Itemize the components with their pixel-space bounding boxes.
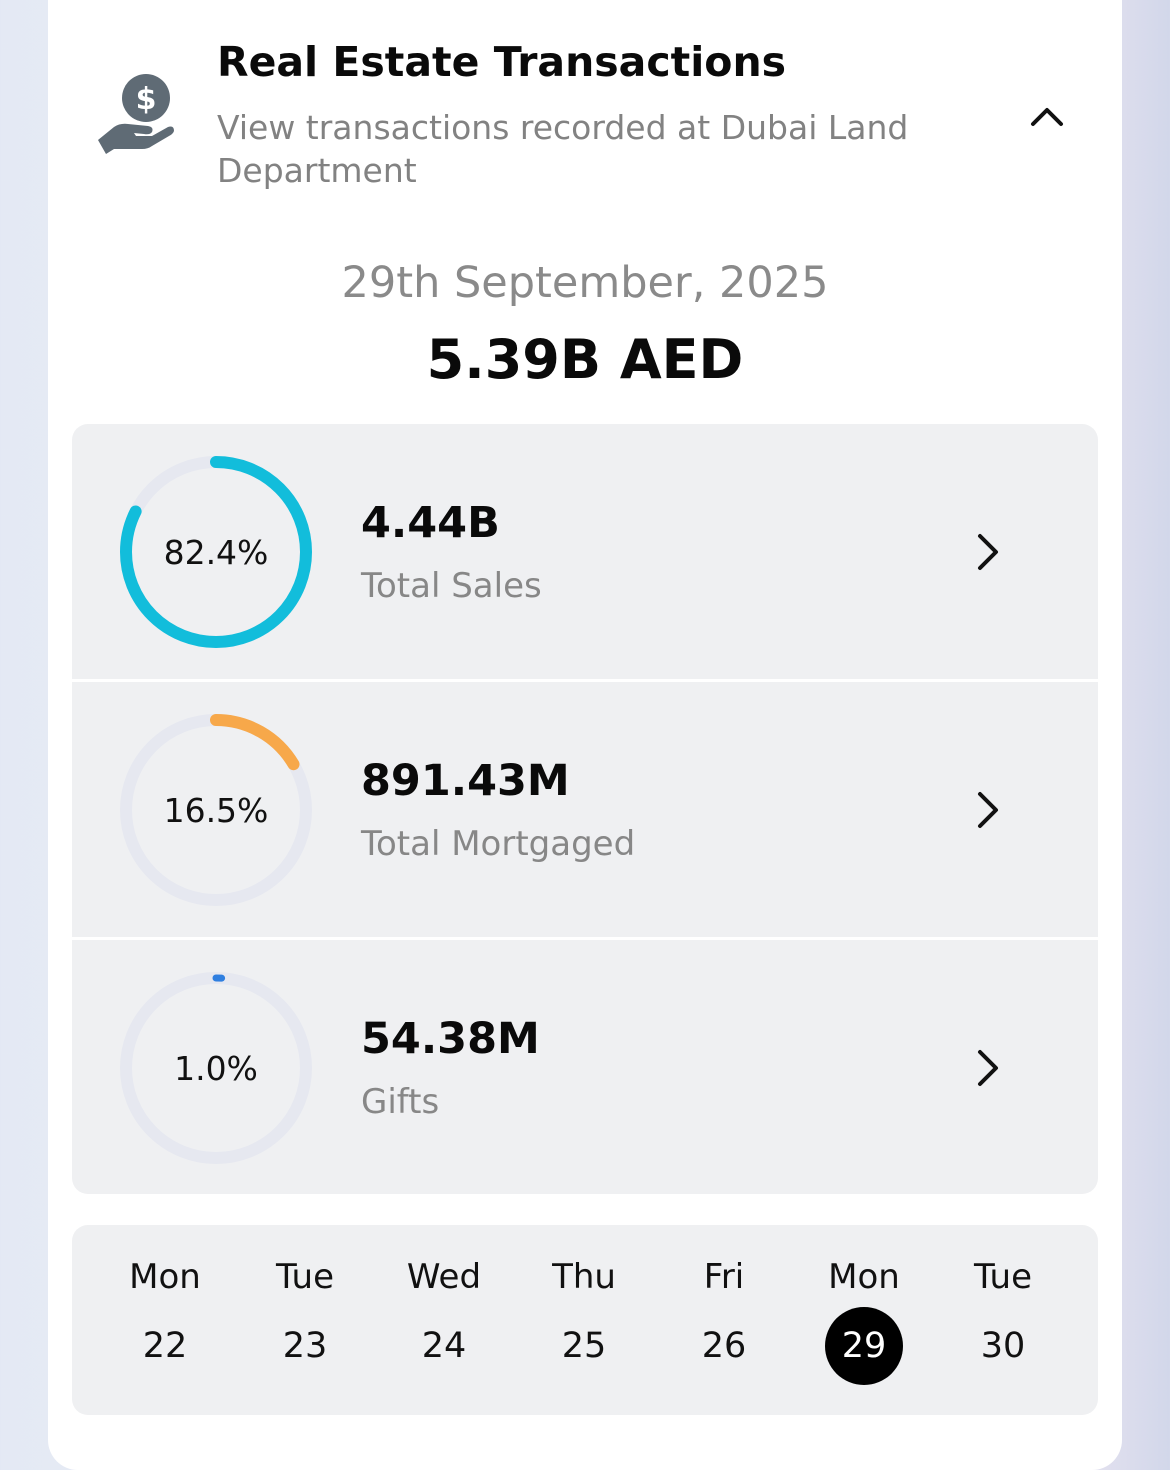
day-number: 30 xyxy=(980,1326,1026,1366)
stat-value: 54.38M xyxy=(361,1014,540,1064)
chevron-right-icon[interactable] xyxy=(968,1046,1008,1090)
day-name: Tue xyxy=(275,1257,335,1297)
day-number: 29 xyxy=(825,1307,903,1385)
stat-label: Total Sales xyxy=(361,566,542,606)
day-number: 22 xyxy=(142,1326,188,1366)
stat-row-gifts[interactable]: 1.0% 54.38M Gifts xyxy=(72,940,1098,1194)
divider xyxy=(72,937,1098,940)
day-name: Mon xyxy=(828,1257,900,1297)
stat-row-total-mortgaged[interactable]: 16.5% 891.43M Total Mortgaged xyxy=(72,682,1098,938)
percent-label: 82.4% xyxy=(163,532,269,572)
card-subtitle: View transactions recorded at Dubai Land… xyxy=(217,108,909,190)
svg-text:$: $ xyxy=(136,82,157,117)
calendar-day[interactable]: Mon 22 xyxy=(95,1225,235,1415)
calendar-day[interactable]: Fri 26 xyxy=(654,1225,794,1415)
day-number: 26 xyxy=(701,1326,747,1366)
calendar-day[interactable]: Wed 24 xyxy=(374,1225,514,1415)
percent-ring xyxy=(120,456,312,648)
week-calendar: Mon 22 Tue 23 Wed 24 Thu 25 Fri 26 Mon 2… xyxy=(72,1225,1098,1415)
stat-row-total-sales[interactable]: 82.4% 4.44B Total Sales xyxy=(72,424,1098,680)
percent-ring xyxy=(120,714,312,906)
chevron-up-icon[interactable] xyxy=(1022,92,1072,142)
chevron-right-icon[interactable] xyxy=(968,788,1008,832)
day-number: 23 xyxy=(282,1326,328,1366)
day-number: 25 xyxy=(561,1326,607,1366)
calendar-day[interactable]: Tue 30 xyxy=(933,1225,1073,1415)
chevron-right-icon[interactable] xyxy=(968,530,1008,574)
percent-label: 1.0% xyxy=(174,1048,258,1088)
divider xyxy=(72,679,1098,682)
card-title: Real Estate Transactions xyxy=(217,38,787,86)
percent-ring xyxy=(120,972,312,1164)
day-name: Wed xyxy=(406,1257,482,1297)
stats-panel: 82.4% 4.44B Total Sales 16.5% 891.43M To… xyxy=(72,424,1098,1194)
day-number: 24 xyxy=(421,1326,467,1366)
stat-value: 4.44B xyxy=(361,498,500,548)
day-name: Thu xyxy=(552,1257,616,1297)
total-amount: 5.39B AED xyxy=(426,328,744,391)
day-name: Mon xyxy=(129,1257,201,1297)
stat-label: Total Mortgaged xyxy=(361,824,636,864)
stat-label: Gifts xyxy=(361,1082,440,1122)
day-name: Fri xyxy=(703,1257,745,1297)
percent-label: 16.5% xyxy=(163,790,269,830)
calendar-day-selected[interactable]: Mon 29 xyxy=(794,1225,934,1415)
day-name: Tue xyxy=(973,1257,1033,1297)
calendar-day[interactable]: Thu 25 xyxy=(514,1225,654,1415)
selected-date-label: 29th September, 2025 xyxy=(341,258,829,308)
stat-value: 891.43M xyxy=(361,756,570,806)
calendar-day[interactable]: Tue 23 xyxy=(235,1225,375,1415)
money-hand-icon: $ xyxy=(98,74,174,154)
